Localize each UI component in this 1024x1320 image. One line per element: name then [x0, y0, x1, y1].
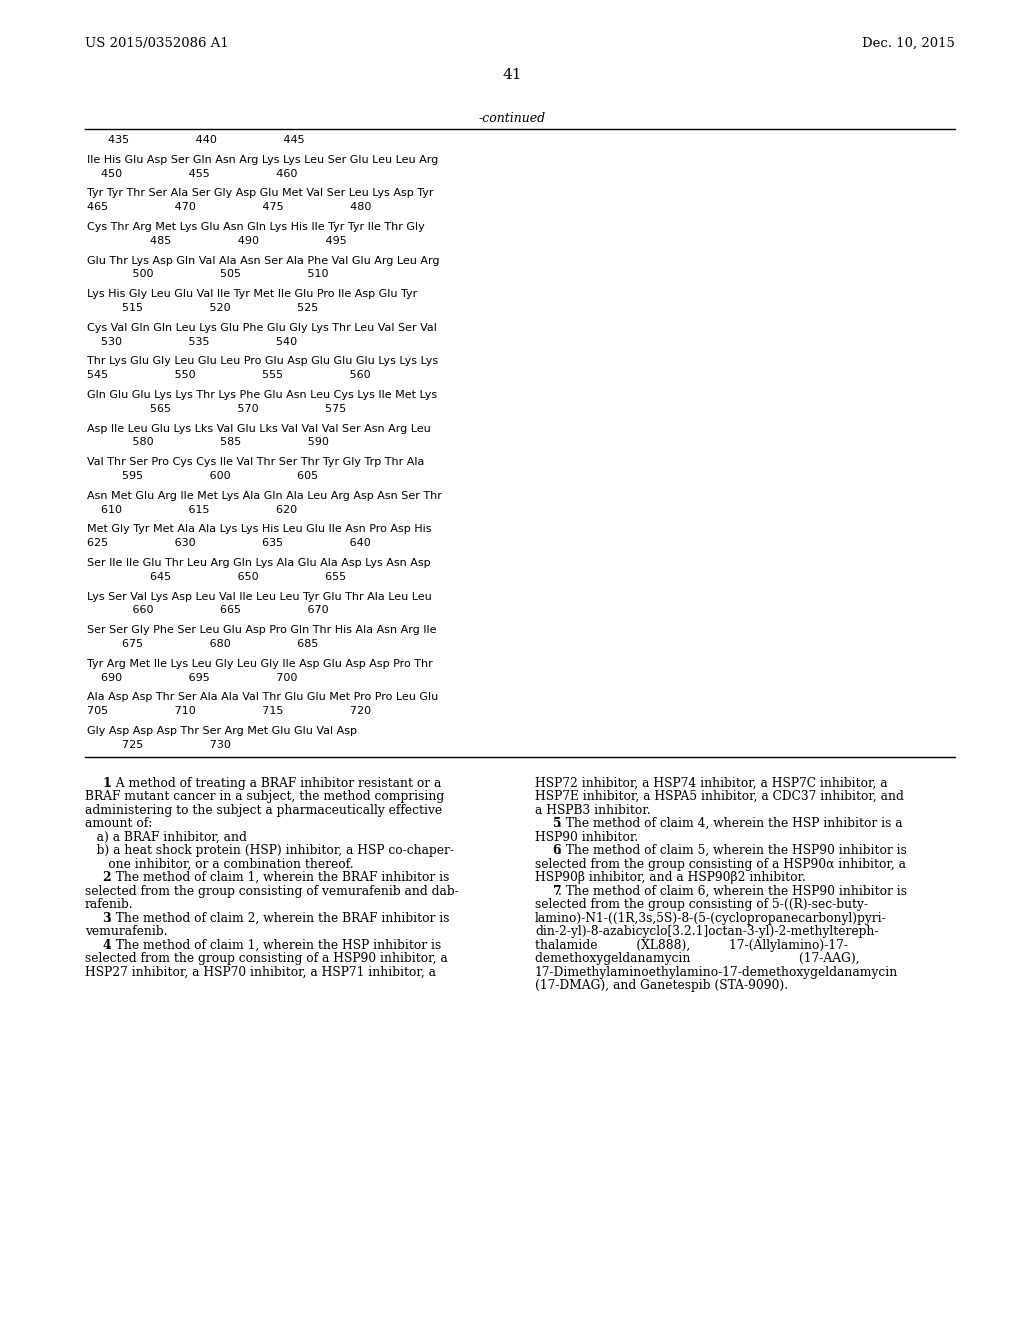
Text: 7: 7: [553, 884, 561, 898]
Text: 660                   665                   670: 660 665 670: [87, 606, 329, 615]
Text: selected from the group consisting of 5-((R)-sec-buty-: selected from the group consisting of 5-…: [535, 898, 868, 911]
Text: Lys His Gly Leu Glu Val Ile Tyr Met Ile Glu Pro Ile Asp Glu Tyr: Lys His Gly Leu Glu Val Ile Tyr Met Ile …: [87, 289, 417, 300]
Text: 6: 6: [553, 843, 561, 857]
Text: BRAF mutant cancer in a subject, the method comprising: BRAF mutant cancer in a subject, the met…: [85, 791, 444, 803]
Text: a) a BRAF inhibitor, and: a) a BRAF inhibitor, and: [85, 830, 247, 843]
Text: 41: 41: [502, 69, 522, 82]
Text: 515                   520                   525: 515 520 525: [87, 304, 318, 313]
Text: Tyr Tyr Thr Ser Ala Ser Gly Asp Glu Met Val Ser Leu Lys Asp Tyr: Tyr Tyr Thr Ser Ala Ser Gly Asp Glu Met …: [87, 189, 433, 198]
Text: 595                   600                   605: 595 600 605: [87, 471, 318, 480]
Text: a HSPB3 inhibitor.: a HSPB3 inhibitor.: [535, 804, 650, 817]
Text: (17-DMAG), and Ganetespib (STA-9090).: (17-DMAG), and Ganetespib (STA-9090).: [535, 979, 788, 993]
Text: HSP7E inhibitor, a HSPA5 inhibitor, a CDC37 inhibitor, and: HSP7E inhibitor, a HSPA5 inhibitor, a CD…: [535, 791, 904, 803]
Text: Cys Thr Arg Met Lys Glu Asn Gln Lys His Ile Tyr Tyr Ile Thr Gly: Cys Thr Arg Met Lys Glu Asn Gln Lys His …: [87, 222, 425, 232]
Text: . The method of claim 1, wherein the BRAF inhibitor is: . The method of claim 1, wherein the BRA…: [108, 871, 450, 884]
Text: 450                   455                   460: 450 455 460: [87, 169, 297, 178]
Text: administering to the subject a pharmaceutically effective: administering to the subject a pharmaceu…: [85, 804, 442, 817]
Text: 645                   650                   655: 645 650 655: [87, 572, 346, 582]
Text: . The method of claim 5, wherein the HSP90 inhibitor is: . The method of claim 5, wherein the HSP…: [558, 843, 906, 857]
Text: 3: 3: [102, 912, 111, 924]
Text: . The method of claim 6, wherein the HSP90 inhibitor is: . The method of claim 6, wherein the HSP…: [558, 884, 906, 898]
Text: din-2-yl)-8-azabicyclo[3.2.1]octan-3-yl)-2-methyltereph-: din-2-yl)-8-azabicyclo[3.2.1]octan-3-yl)…: [535, 925, 879, 939]
Text: 5: 5: [553, 817, 561, 830]
Text: vemurafenib.: vemurafenib.: [85, 925, 168, 939]
Text: Gly Asp Asp Asp Thr Ser Arg Met Glu Glu Val Asp: Gly Asp Asp Asp Thr Ser Arg Met Glu Glu …: [87, 726, 357, 737]
Text: . The method of claim 2, wherein the BRAF inhibitor is: . The method of claim 2, wherein the BRA…: [108, 912, 450, 924]
Text: HSP27 inhibitor, a HSP70 inhibitor, a HSP71 inhibitor, a: HSP27 inhibitor, a HSP70 inhibitor, a HS…: [85, 966, 436, 978]
Text: . The method of claim 1, wherein the HSP inhibitor is: . The method of claim 1, wherein the HSP…: [108, 939, 441, 952]
Text: 485                   490                   495: 485 490 495: [87, 236, 347, 246]
Text: Asn Met Glu Arg Ile Met Lys Ala Gln Ala Leu Arg Asp Asn Ser Thr: Asn Met Glu Arg Ile Met Lys Ala Gln Ala …: [87, 491, 442, 500]
Text: Ile His Glu Asp Ser Gln Asn Arg Lys Lys Leu Ser Glu Leu Leu Arg: Ile His Glu Asp Ser Gln Asn Arg Lys Lys …: [87, 154, 438, 165]
Text: 17-Dimethylaminoethylamino-17-demethoxygeldanamycin: 17-Dimethylaminoethylamino-17-demethoxyg…: [535, 966, 898, 978]
Text: US 2015/0352086 A1: US 2015/0352086 A1: [85, 37, 228, 50]
Text: . The method of claim 4, wherein the HSP inhibitor is a: . The method of claim 4, wherein the HSP…: [558, 817, 902, 830]
Text: Lys Ser Val Lys Asp Leu Val Ile Leu Leu Tyr Glu Thr Ala Leu Leu: Lys Ser Val Lys Asp Leu Val Ile Leu Leu …: [87, 591, 432, 602]
Text: 565                   570                   575: 565 570 575: [87, 404, 346, 413]
Text: Thr Lys Glu Gly Leu Glu Leu Pro Glu Asp Glu Glu Glu Lys Lys Lys: Thr Lys Glu Gly Leu Glu Leu Pro Glu Asp …: [87, 356, 438, 367]
Text: Tyr Arg Met Ile Lys Leu Gly Leu Gly Ile Asp Glu Asp Asp Pro Thr: Tyr Arg Met Ile Lys Leu Gly Leu Gly Ile …: [87, 659, 433, 669]
Text: Cys Val Gln Gln Leu Lys Glu Phe Glu Gly Lys Thr Leu Val Ser Val: Cys Val Gln Gln Leu Lys Glu Phe Glu Gly …: [87, 323, 437, 333]
Text: 4: 4: [102, 939, 111, 952]
Text: 500                   505                   510: 500 505 510: [87, 269, 329, 280]
Text: . A method of treating a BRAF inhibitor resistant or a: . A method of treating a BRAF inhibitor …: [108, 776, 441, 789]
Text: 435                   440                   445: 435 440 445: [87, 135, 304, 145]
Text: 530                   535                   540: 530 535 540: [87, 337, 297, 347]
Text: lamino)-N1-((1R,3s,5S)-8-(5-(cyclopropanecarbonyl)pyri-: lamino)-N1-((1R,3s,5S)-8-(5-(cyclopropan…: [535, 912, 887, 924]
Text: 705                   710                   715                   720: 705 710 715 720: [87, 706, 371, 717]
Text: selected from the group consisting of a HSP90 inhibitor, a: selected from the group consisting of a …: [85, 952, 447, 965]
Text: Ser Ser Gly Phe Ser Leu Glu Asp Pro Gln Thr His Ala Asn Arg Ile: Ser Ser Gly Phe Ser Leu Glu Asp Pro Gln …: [87, 626, 436, 635]
Text: -continued: -continued: [478, 112, 546, 125]
Text: 610                   615                   620: 610 615 620: [87, 504, 297, 515]
Text: b) a heat shock protein (HSP) inhibitor, a HSP co-chaper-: b) a heat shock protein (HSP) inhibitor,…: [85, 843, 454, 857]
Text: Glu Thr Lys Asp Gln Val Ala Asn Ser Ala Phe Val Glu Arg Leu Arg: Glu Thr Lys Asp Gln Val Ala Asn Ser Ala …: [87, 256, 439, 265]
Text: 545                   550                   555                   560: 545 550 555 560: [87, 370, 371, 380]
Text: Ser Ile Ile Glu Thr Leu Arg Gln Lys Ala Glu Ala Asp Lys Asn Asp: Ser Ile Ile Glu Thr Leu Arg Gln Lys Ala …: [87, 558, 431, 568]
Text: Asp Ile Leu Glu Lys Lks Val Glu Lks Val Val Val Ser Asn Arg Leu: Asp Ile Leu Glu Lys Lks Val Glu Lks Val …: [87, 424, 431, 433]
Text: 625                   630                   635                   640: 625 630 635 640: [87, 539, 371, 548]
Text: 465                   470                   475                   480: 465 470 475 480: [87, 202, 372, 213]
Text: HSP90 inhibitor.: HSP90 inhibitor.: [535, 830, 638, 843]
Text: Met Gly Tyr Met Ala Ala Lys Lys His Leu Glu Ile Asn Pro Asp His: Met Gly Tyr Met Ala Ala Lys Lys His Leu …: [87, 524, 431, 535]
Text: 690                   695                   700: 690 695 700: [87, 673, 297, 682]
Text: Ala Asp Asp Thr Ser Ala Ala Val Thr Glu Glu Met Pro Pro Leu Glu: Ala Asp Asp Thr Ser Ala Ala Val Thr Glu …: [87, 693, 438, 702]
Text: 580                   585                   590: 580 585 590: [87, 437, 329, 447]
Text: 675                   680                   685: 675 680 685: [87, 639, 318, 649]
Text: 725                   730: 725 730: [87, 739, 230, 750]
Text: thalamide          (XL888),          17-(Allylamino)-17-: thalamide (XL888), 17-(Allylamino)-17-: [535, 939, 848, 952]
Text: HSP90β inhibitor, and a HSP90β2 inhibitor.: HSP90β inhibitor, and a HSP90β2 inhibito…: [535, 871, 806, 884]
Text: one inhibitor, or a combination thereof.: one inhibitor, or a combination thereof.: [85, 858, 353, 871]
Text: Gln Glu Glu Lys Lys Thr Lys Phe Glu Asn Leu Cys Lys Ile Met Lys: Gln Glu Glu Lys Lys Thr Lys Phe Glu Asn …: [87, 389, 437, 400]
Text: Val Thr Ser Pro Cys Cys Ile Val Thr Ser Thr Tyr Gly Trp Thr Ala: Val Thr Ser Pro Cys Cys Ile Val Thr Ser …: [87, 457, 424, 467]
Text: selected from the group consisting of a HSP90α inhibitor, a: selected from the group consisting of a …: [535, 858, 906, 871]
Text: 1: 1: [102, 776, 111, 789]
Text: HSP72 inhibitor, a HSP74 inhibitor, a HSP7C inhibitor, a: HSP72 inhibitor, a HSP74 inhibitor, a HS…: [535, 776, 888, 789]
Text: demethoxygeldanamycin                            (17-AAG),: demethoxygeldanamycin (17-AAG),: [535, 952, 859, 965]
Text: rafenib.: rafenib.: [85, 898, 133, 911]
Text: Dec. 10, 2015: Dec. 10, 2015: [862, 37, 955, 50]
Text: 2: 2: [102, 871, 111, 884]
Text: amount of:: amount of:: [85, 817, 153, 830]
Text: selected from the group consisting of vemurafenib and dab-: selected from the group consisting of ve…: [85, 884, 459, 898]
